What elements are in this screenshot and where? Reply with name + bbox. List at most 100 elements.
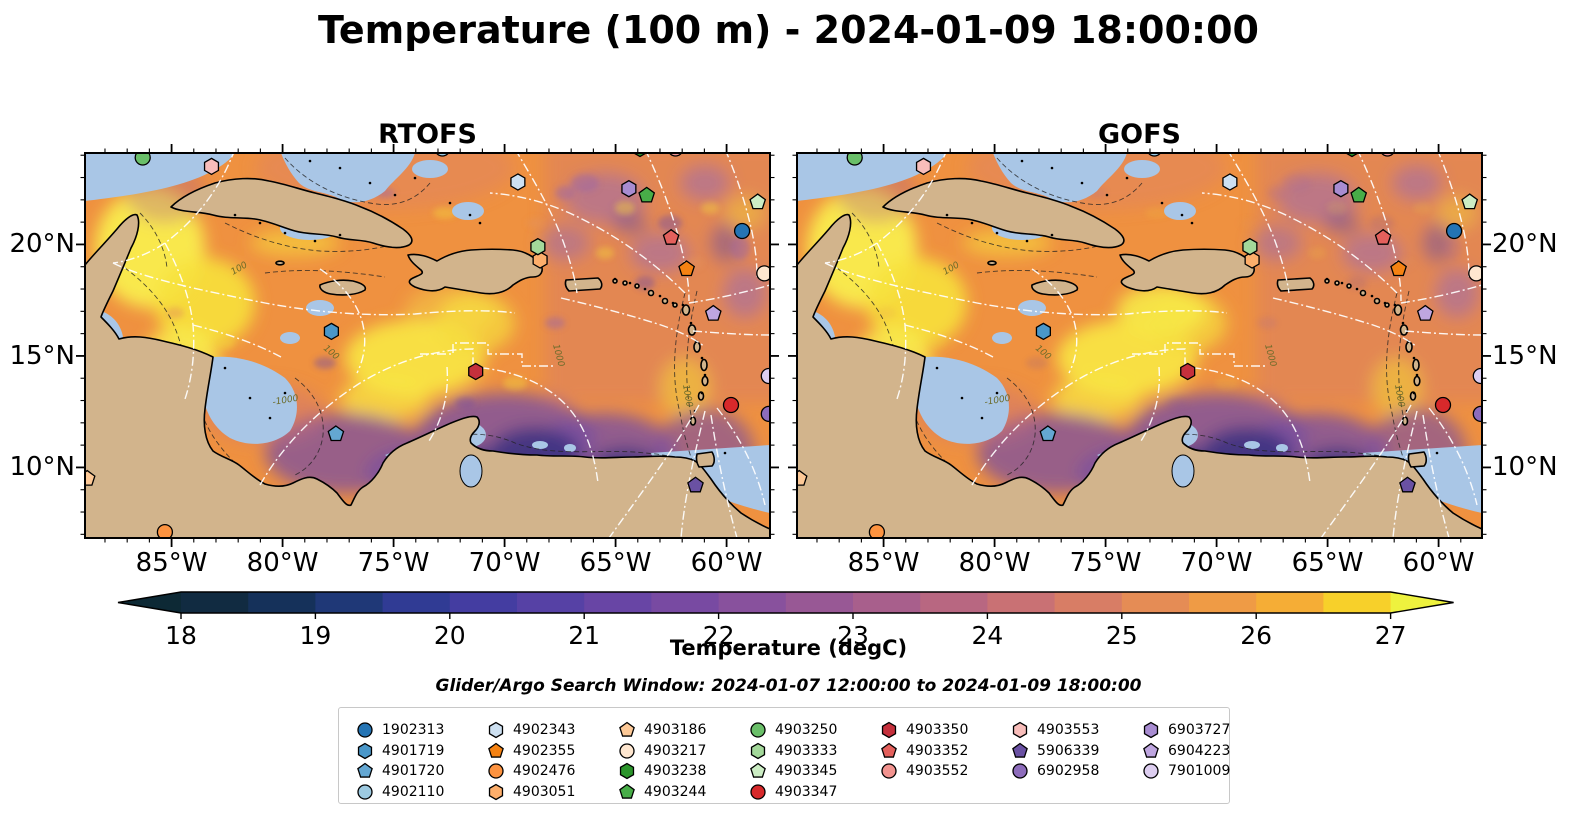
float-marker — [323, 322, 339, 341]
legend-marker-pentagon — [619, 721, 635, 737]
float-marker — [750, 783, 766, 800]
legend-item: 4901720 — [356, 762, 444, 780]
legend-marker-circle — [1143, 763, 1159, 779]
float-marker — [881, 742, 897, 758]
colorbar-tick-label: 21 — [568, 621, 600, 650]
legend-marker-pentagon — [619, 783, 635, 799]
x-tick-label: 75°W — [1069, 548, 1142, 578]
legend-float-id: 4902355 — [513, 742, 576, 759]
float-marker — [619, 721, 635, 737]
float-marker — [619, 762, 635, 780]
legend-item: 4903352 — [880, 742, 968, 760]
legend-float-id: 4902343 — [513, 722, 576, 738]
float-marker — [868, 523, 886, 538]
float-markers-layer — [797, 153, 1482, 538]
legend-float-id: 4901720 — [382, 763, 445, 779]
panel-title-rtofs: RTOFS — [378, 119, 477, 150]
search-window-note: Glider/Argo Search Window: 2024-01-07 12… — [435, 676, 1142, 696]
colorbar-label: Temperature (degC) — [669, 636, 908, 660]
float-marker — [1350, 186, 1368, 203]
float-marker — [468, 362, 484, 381]
float-marker — [760, 405, 770, 423]
float-marker — [760, 367, 770, 385]
y-tick-label: 10°N — [9, 452, 75, 483]
float-marker — [733, 222, 751, 240]
float-marker — [357, 762, 373, 778]
legend-item: 4903552 — [880, 762, 968, 780]
legend-marker-hexagon — [1012, 721, 1028, 739]
legend-item: 4902343 — [487, 721, 575, 739]
float-marker — [1143, 763, 1159, 779]
legend-item: 4902355 — [487, 742, 575, 760]
legend-item: 7901009 — [1142, 762, 1230, 780]
float-marker — [1416, 304, 1434, 321]
float-marker — [1445, 222, 1463, 240]
float-marker — [1012, 742, 1028, 758]
float-legend: 1902313 4901719 4901720 4902110 4902343 49023… — [338, 707, 1230, 804]
float-marker — [1399, 476, 1416, 493]
legend-float-id: 4903350 — [906, 722, 969, 738]
legend-marker-hexagon — [488, 783, 504, 800]
float-marker — [488, 721, 504, 739]
float-marker — [619, 742, 635, 759]
x-tick-label: 60°W — [1402, 548, 1475, 578]
legend-item: 4903244 — [618, 783, 706, 801]
float-marker — [750, 742, 766, 759]
legend-float-id: 4903352 — [906, 742, 969, 759]
float-marker — [704, 304, 722, 321]
legend-float-id: 4903250 — [775, 722, 838, 738]
legend-item: 5906339 — [1011, 742, 1099, 760]
float-marker — [1344, 153, 1360, 158]
float-marker — [357, 783, 373, 800]
legend-marker-circle — [750, 783, 766, 800]
x-tick-label: 70°W — [1180, 548, 1253, 578]
float-marker — [881, 763, 897, 779]
svg-text:1000: 1000 — [680, 384, 694, 409]
panel-title-gofs: GOFS — [1097, 119, 1181, 150]
float-marker — [1012, 763, 1028, 779]
svg-text:-1000: -1000 — [984, 394, 1012, 408]
legend-marker-circle — [488, 763, 504, 779]
float-marker — [632, 153, 648, 158]
colorbar-tick-label: 26 — [1240, 621, 1272, 650]
float-marker — [1434, 396, 1452, 414]
legend-item: 4902476 — [487, 762, 575, 780]
legend-marker-hexagon — [619, 762, 635, 780]
legend-marker-circle — [357, 722, 373, 738]
legend-float-id: 4903345 — [775, 763, 838, 779]
legend-float-id: 7901009 — [1168, 763, 1231, 779]
legend-item: 4903333 — [749, 742, 837, 760]
legend-item: 4903553 — [1011, 721, 1099, 739]
float-marker — [1472, 367, 1482, 385]
legend-marker-circle — [881, 763, 897, 779]
legend-item: 4901719 — [356, 742, 444, 760]
svg-text:-1000: -1000 — [272, 394, 300, 408]
float-marker — [749, 193, 767, 210]
legend-float-id: 4902110 — [382, 783, 445, 800]
float-marker — [488, 783, 504, 800]
float-marker — [881, 721, 897, 739]
legend-float-id: 4903333 — [775, 742, 838, 759]
y-tick-label: 15°N — [1492, 340, 1558, 371]
float-marker — [530, 237, 546, 256]
float-marker — [1012, 721, 1028, 739]
float-marker — [1333, 179, 1349, 198]
y-tick-label: 10°N — [1492, 452, 1558, 483]
legend-float-id: 4903552 — [906, 763, 969, 779]
legend-marker-pentagon — [357, 762, 373, 778]
legend-marker-hexagon — [750, 742, 766, 759]
float-marker — [797, 469, 808, 486]
legend-float-id: 4902476 — [513, 763, 576, 779]
temperature-colorbar: 18 19 20 21 22 23 24 25 26 27 — [117, 591, 1460, 662]
legend-marker-circle — [619, 742, 635, 759]
x-tick-label: 70°W — [468, 548, 541, 578]
legend-marker-circle — [750, 722, 766, 738]
legend-float-id: 4903238 — [644, 763, 707, 779]
float-marker — [915, 157, 932, 176]
legend-marker-pentagon — [750, 762, 766, 778]
colorbar-tick-label: 27 — [1375, 621, 1407, 650]
y-tick-label: 20°N — [9, 229, 75, 260]
x-tick-label: 80°W — [246, 548, 319, 578]
legend-float-id: 4903051 — [513, 783, 576, 800]
float-marker — [488, 742, 504, 758]
